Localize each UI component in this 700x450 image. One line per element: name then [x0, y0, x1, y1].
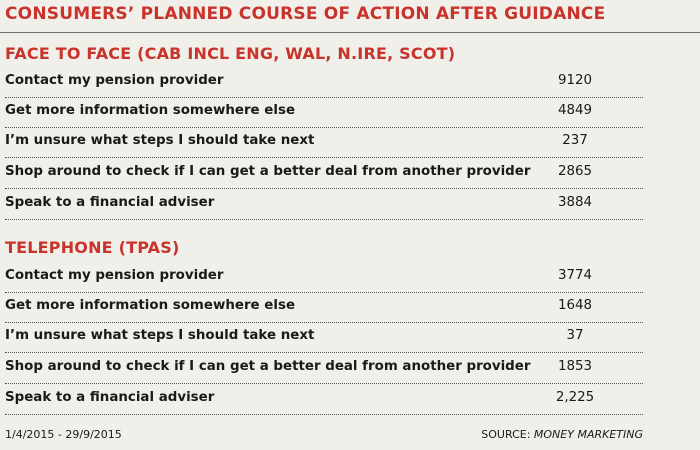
row-label: Get more information somewhere else — [5, 103, 296, 118]
row-value: 3884 — [557, 195, 593, 210]
table-row: I’m unsure what steps I should take next… — [5, 322, 643, 353]
row-value: 2865 — [557, 164, 593, 179]
section-heading-face-to-face: FACE TO FACE (CAB INCL ENG, WAL, N.IRE, … — [5, 44, 456, 63]
table-row: I’m unsure what steps I should take next… — [5, 127, 643, 158]
source-name: MONEY MARKETING — [533, 428, 643, 441]
row-label: Contact my pension provider — [5, 73, 224, 88]
source-prefix: SOURCE: — [481, 428, 534, 441]
row-label: I’m unsure what steps I should take next — [5, 133, 315, 148]
table-row: Get more information somewhere else 1648 — [5, 292, 643, 323]
page-title: CONSUMERS’ PLANNED COURSE OF ACTION AFTE… — [5, 4, 606, 24]
row-value: 2,225 — [555, 390, 595, 405]
row-label: Speak to a financial adviser — [5, 390, 215, 405]
row-value: 237 — [562, 133, 588, 148]
row-label: I’m unsure what steps I should take next — [5, 328, 315, 343]
table-row: Speak to a financial adviser 2,225 — [5, 384, 643, 415]
table-row: Get more information somewhere else 4849 — [5, 97, 643, 128]
row-value: 37 — [566, 328, 584, 343]
table-row: Shop around to check if I can get a bett… — [5, 158, 643, 189]
title-bar: CONSUMERS’ PLANNED COURSE OF ACTION AFTE… — [0, 0, 700, 33]
row-value: 1648 — [557, 298, 593, 313]
table-row: Speak to a financial adviser 3884 — [5, 189, 643, 220]
table-row: Shop around to check if I can get a bett… — [5, 353, 643, 384]
row-value: 1853 — [557, 359, 593, 374]
date-range: 1/4/2015 - 29/9/2015 — [5, 428, 122, 441]
table-row: Contact my pension provider 3774 — [5, 262, 643, 293]
row-label: Shop around to check if I can get a bett… — [5, 164, 531, 179]
row-label: Speak to a financial adviser — [5, 195, 215, 210]
source-credit: SOURCE: MONEY MARKETING — [470, 428, 643, 441]
row-label: Get more information somewhere else — [5, 298, 296, 313]
table-row: Contact my pension provider 9120 — [5, 67, 643, 98]
row-value: 9120 — [557, 73, 593, 88]
row-value: 3774 — [557, 268, 593, 283]
row-label: Shop around to check if I can get a bett… — [5, 359, 531, 374]
section-heading-telephone: TELEPHONE (TPAS) — [5, 238, 180, 257]
row-value: 4849 — [557, 103, 593, 118]
row-label: Contact my pension provider — [5, 268, 224, 283]
